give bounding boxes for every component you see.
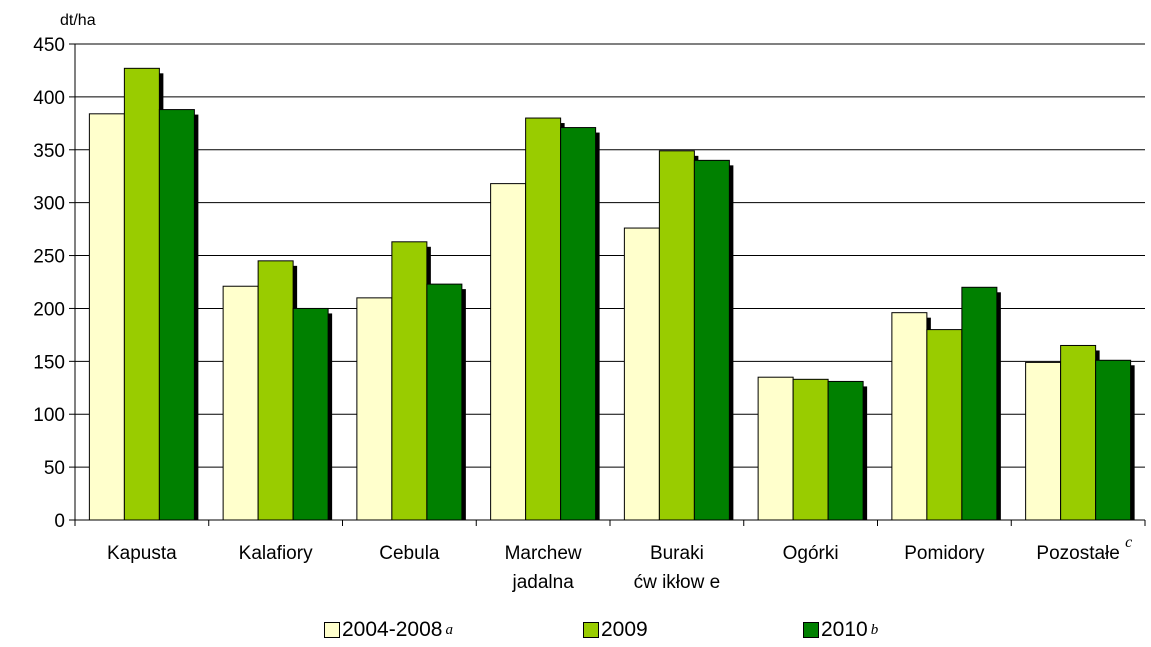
bar-2010-kapusta [158,109,195,521]
bar-2004-2008-kalafiory [222,285,259,521]
legend-swatch-2010 [803,622,819,638]
legend-label: 2004-2008 [342,618,443,641]
bar-2004-2008-pozostałe [1025,361,1062,521]
legend-item-2010: 2010 b [803,618,878,642]
y-unit-label: dt/ha [60,12,96,29]
y-tick-label: 450 [33,35,65,56]
bar-2010-cebula [426,283,463,521]
x-tick-label: Cebula [379,543,440,564]
bar-2009-buraki [658,150,695,521]
y-tick-label: 200 [33,299,65,320]
bar-2004-2008-ogórki [757,376,794,521]
bar-2010-kalafiory [292,307,329,521]
y-tick-labels: 0 50 100 150 200 250 300 350 400 450 [33,35,65,532]
bar-2009-pomidory [926,329,963,521]
x-tick-label: Kalafiory [239,543,313,564]
x-tick-labels: Kapusta Kalafiory Cebula Marchew jadalna Bura… [107,534,1132,593]
x-tick-label: Buraki [650,543,704,564]
bar-2010-marchew [560,127,597,521]
bar-2010-ogórki [827,380,864,521]
bar-2009-marchew [525,117,562,521]
legend-superscript: a [445,621,453,638]
bar-2010-buraki [693,159,730,521]
bar-2010-pozostałe [1095,359,1132,521]
bar-2009-kalafiory [257,260,294,521]
x-tick-label: Kapusta [107,543,177,564]
y-tick-label: 100 [33,405,65,426]
y-tick-label: 300 [33,194,65,215]
bar-2004-2008-cebula [356,297,393,521]
legend-item-2009: 2009 [583,618,648,642]
legend: 2004-2008 a 2009 2010 b [0,618,1151,646]
bar-2004-2008-buraki [623,227,660,521]
bar-2004-2008-pomidory [891,312,928,521]
legend-superscript: b [870,621,879,638]
y-tick-label: 150 [33,352,65,373]
y-tick-label: 50 [44,458,65,479]
bar-2004-2008-kapusta [88,113,125,521]
y-tick-label: 0 [54,511,65,532]
x-tick-label: Pomidory [904,543,985,564]
bar-2009-pozostałe [1060,344,1097,521]
x-tick-superscript: c [1125,534,1132,551]
legend-label: 2010 [821,618,868,641]
x-tick-label: Marchew [505,543,582,564]
x-tick-label: ćw ikłow e [634,572,721,593]
bar-2004-2008-marchew [490,183,527,521]
x-tick-label: Ogórki [783,543,839,564]
bars [88,67,1135,521]
y-tick-label: 400 [33,88,65,109]
bar-2009-cebula [391,241,428,521]
x-tick-label: Pozostałe [1036,543,1119,564]
legend-swatch-2004-2008 [324,622,340,638]
bar-2010-pomidory [961,286,998,521]
bar-2009-ogórki [792,378,829,521]
legend-swatch-2009 [583,622,599,638]
x-tick-label: jadalna [511,572,574,593]
bar-chart: 0 50 100 150 200 250 300 350 400 450 Kapusta Kalaf… [33,12,1146,593]
legend-item-2004-2008: 2004-2008 a [324,618,453,642]
y-tick-label: 250 [33,247,65,268]
y-tick-label: 350 [33,141,65,162]
bar-2009-kapusta [123,67,160,521]
legend-label: 2009 [601,618,648,641]
